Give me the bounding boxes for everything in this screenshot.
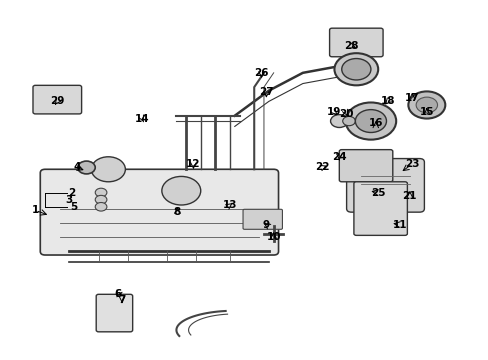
Circle shape (95, 203, 107, 211)
Circle shape (330, 114, 347, 127)
Text: 3: 3 (65, 195, 72, 204)
Circle shape (407, 91, 445, 118)
Text: 18: 18 (380, 96, 394, 107)
Text: 2: 2 (68, 188, 75, 198)
Circle shape (91, 157, 125, 182)
Text: 21: 21 (402, 191, 416, 201)
Circle shape (162, 176, 201, 205)
Text: 11: 11 (392, 220, 407, 230)
Text: 26: 26 (254, 68, 268, 78)
Text: 12: 12 (186, 159, 200, 169)
Circle shape (334, 53, 377, 85)
Text: 29: 29 (50, 96, 64, 107)
FancyBboxPatch shape (243, 209, 282, 229)
Text: 9: 9 (262, 220, 269, 230)
Circle shape (341, 59, 370, 80)
Text: 14: 14 (135, 114, 149, 124)
Text: 16: 16 (368, 118, 382, 128)
Text: 6: 6 (114, 289, 122, 299)
Text: 1: 1 (32, 205, 39, 215)
Text: 20: 20 (339, 109, 353, 119)
Circle shape (95, 195, 107, 204)
Text: 15: 15 (419, 107, 433, 117)
Text: 24: 24 (331, 152, 346, 162)
Circle shape (342, 116, 355, 126)
Text: 4: 4 (73, 162, 81, 172)
FancyBboxPatch shape (346, 158, 424, 212)
Text: 23: 23 (404, 159, 419, 169)
FancyBboxPatch shape (353, 182, 407, 235)
Text: 5: 5 (70, 202, 77, 212)
FancyBboxPatch shape (96, 294, 132, 332)
FancyBboxPatch shape (33, 85, 81, 114)
Text: 19: 19 (326, 107, 341, 117)
Text: 22: 22 (314, 162, 329, 172)
Text: 13: 13 (222, 200, 237, 210)
Text: 25: 25 (370, 188, 385, 198)
Circle shape (355, 110, 386, 132)
Circle shape (95, 188, 107, 197)
Circle shape (78, 161, 95, 174)
Text: 7: 7 (118, 295, 125, 305)
Text: 17: 17 (404, 93, 419, 103)
Circle shape (415, 97, 437, 113)
Text: 10: 10 (266, 232, 280, 242)
FancyBboxPatch shape (329, 28, 382, 57)
Text: 28: 28 (344, 41, 358, 51)
Text: 8: 8 (173, 207, 181, 217)
FancyBboxPatch shape (40, 169, 278, 255)
FancyBboxPatch shape (339, 150, 392, 182)
Text: 27: 27 (259, 87, 273, 98)
Circle shape (345, 103, 395, 140)
